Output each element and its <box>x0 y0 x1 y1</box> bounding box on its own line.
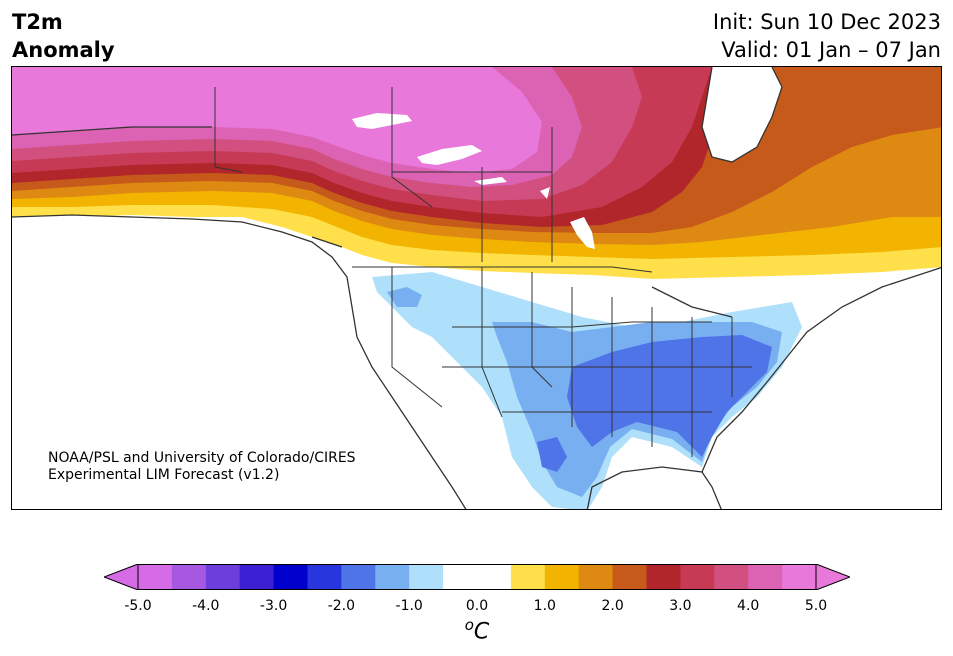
anomaly-map <box>11 66 942 510</box>
colorbar-bin <box>239 564 275 590</box>
colorbar-bin <box>375 564 410 590</box>
colorbar-tick-label: 4.0 <box>737 598 760 614</box>
colorbar-tick-label: 5.0 <box>804 598 828 614</box>
colorbar-bin <box>578 564 614 590</box>
colorbar-bin <box>409 564 444 590</box>
colorbar-tick-label: 2.0 <box>601 598 624 614</box>
colorbar-extend-max <box>815 564 850 590</box>
great-bear-lake <box>352 113 412 129</box>
colorbar-bin <box>273 564 308 590</box>
lake-winnipegosis <box>540 187 550 199</box>
colorbar-bin <box>782 564 817 590</box>
colorbar-bin <box>510 564 546 590</box>
colorbar-tick-label: -2.0 <box>327 598 356 614</box>
colorbar-tick-label: 1.0 <box>533 598 556 614</box>
anomaly-band-blue-tx <box>537 437 567 472</box>
colorbar-bin <box>205 564 241 590</box>
colorbar-tick-label: -5.0 <box>124 598 152 614</box>
credit-line-1: NOAA/PSL and University of Colorado/CIRE… <box>48 450 356 466</box>
colorbar-bin <box>477 564 512 590</box>
colorbar-bin <box>307 564 342 590</box>
init-date: Init: Sun 10 Dec 2023 <box>712 10 941 34</box>
valid-dates: Valid: 01 Jan – 07 Jan <box>721 38 941 62</box>
title-line-1: T2m <box>12 10 63 34</box>
great-slave-lake <box>417 145 482 165</box>
title-line-2: Anomaly <box>12 38 115 62</box>
colorbar-tick-label: 0.0 <box>465 598 489 614</box>
ocean-atlantic-east <box>732 267 941 509</box>
colorbar-extend-min <box>104 564 139 590</box>
colorbar-bin <box>680 564 715 590</box>
lake-winnipeg <box>570 217 595 249</box>
colorbar-bin <box>341 564 376 590</box>
colorbar <box>104 564 850 590</box>
unit-superscript: o <box>464 616 474 634</box>
map-title: T2m Anomaly <box>12 8 115 64</box>
colorbar-tick-label: 3.0 <box>669 598 692 614</box>
colorbar-tick-label: -1.0 <box>395 598 423 614</box>
colorbar-bin <box>544 564 580 590</box>
anomaly-band-blue <box>567 335 772 457</box>
colorbar-bin <box>443 564 478 590</box>
colorbar-tick-label: -3.0 <box>259 598 288 614</box>
colorbar-bin <box>646 564 681 590</box>
unit-main: C <box>473 619 490 645</box>
colorbar-unit-label: oC <box>465 616 490 644</box>
colorbar-bin <box>171 564 207 590</box>
boundaries <box>214 87 752 457</box>
colorbar-bin <box>748 564 783 590</box>
forecast-dates: Init: Sun 10 Dec 2023 Valid: 01 Jan – 07… <box>713 8 941 64</box>
anomaly-band-magenta <box>12 67 542 173</box>
ocean-pacific <box>12 215 471 509</box>
coastlines <box>12 67 941 509</box>
credit-line-2: Experimental LIM Forecast (v1.2) <box>48 467 280 483</box>
colorbar-bin <box>138 564 173 590</box>
map-canvas <box>12 67 941 509</box>
anomaly-band-lightblue-nw <box>387 287 422 307</box>
map-credit: NOAA/PSL and University of Colorado/CIRE… <box>48 450 356 484</box>
colorbar-tick-label: -4.0 <box>192 598 220 614</box>
colorbar-outline <box>137 564 817 590</box>
gulf-of-mexico <box>573 467 712 509</box>
colorbar-bin <box>714 564 749 590</box>
colorbar-bin <box>612 564 647 590</box>
ocean-atlantic <box>702 67 782 162</box>
